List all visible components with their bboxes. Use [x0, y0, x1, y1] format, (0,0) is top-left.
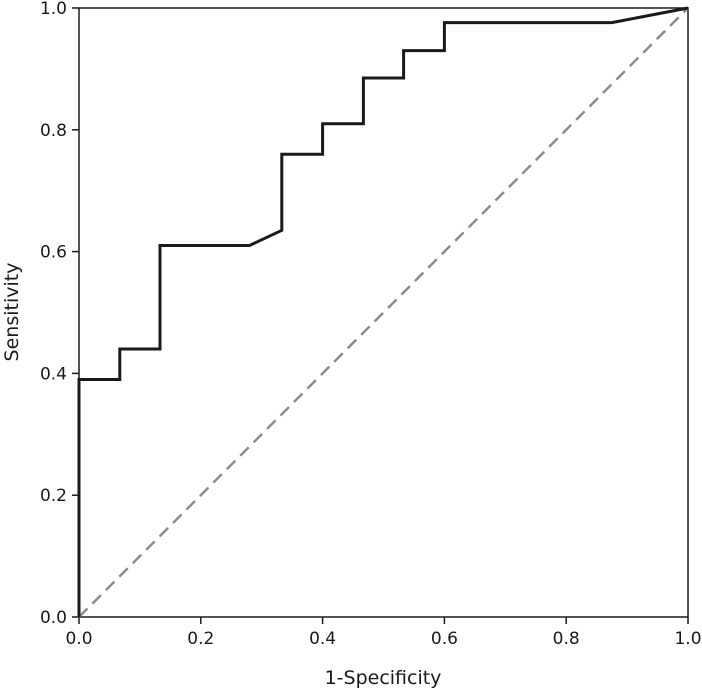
- roc-curve: [77, 6, 689, 617]
- x-tick-label: 0.2: [187, 629, 214, 649]
- y-tick-label: 0.2: [40, 486, 67, 506]
- series-layer: [77, 6, 689, 618]
- y-tick-label: 1.0: [40, 0, 67, 19]
- x-tick-label: 0.6: [431, 629, 458, 649]
- x-tick-label: 0.4: [309, 629, 336, 649]
- x-tick-label: 1.0: [674, 629, 701, 649]
- x-axis-title: 1-Specificity: [325, 667, 442, 689]
- y-tick-label: 0.8: [40, 121, 67, 141]
- x-tick-label: 0.0: [65, 629, 92, 649]
- y-tick-label: 0.4: [40, 364, 67, 384]
- y-tick-label: 0.6: [40, 243, 67, 263]
- y-axis-title: Sensitivity: [1, 263, 23, 362]
- y-axis-ticks: 0.0 0.2 0.4 0.6 0.8 1.0: [40, 0, 79, 628]
- reference-diagonal-line: [78, 7, 689, 618]
- x-tick-label: 0.8: [553, 629, 580, 649]
- y-tick-label: 0.0: [40, 608, 67, 628]
- plot-frame: [78, 7, 689, 618]
- x-axis-ticks: 0.0 0.2 0.4 0.6 0.8 1.0: [65, 617, 702, 649]
